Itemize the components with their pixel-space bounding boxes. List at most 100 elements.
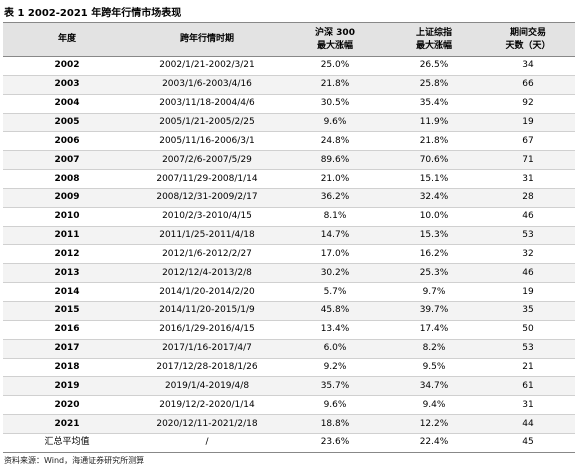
table-cell: 2014/11/20-2015/1/9 xyxy=(159,305,255,316)
table-cell: 31 xyxy=(522,399,534,410)
table-cell: 25.8% xyxy=(419,79,449,90)
table-cell: 46 xyxy=(522,267,534,278)
table-cell: 9.7% xyxy=(422,286,446,297)
table-cell: 2014/1/20-2014/2/20 xyxy=(159,286,255,297)
table-cell: 23.6% xyxy=(320,437,350,448)
table-row: 2010 2010/2/3-2010/4/15 8.1% 10.0% 46 xyxy=(3,208,575,227)
table-cell: 66 xyxy=(522,79,534,90)
table-cell: 35.7% xyxy=(320,380,350,391)
table-row: 2021 2020/12/11-2021/2/18 18.8% 12.2% 44 xyxy=(3,415,575,434)
table-cell: 50 xyxy=(522,324,534,335)
table-cell: 53 xyxy=(522,230,534,241)
header-text: 最大涨幅 xyxy=(415,40,452,51)
table-cell: 6.0% xyxy=(323,343,347,354)
table-cell: 2003 xyxy=(54,79,80,90)
table-cell: 67 xyxy=(522,135,534,146)
table-cell: 2007/11/29-2008/1/14 xyxy=(156,173,258,184)
table-cell: 2005 xyxy=(54,116,80,127)
table-cell: 53 xyxy=(522,343,534,354)
table-cell: 2002 xyxy=(54,60,80,71)
table-cell: 2017 xyxy=(54,343,80,354)
header-cell: 期间交易 天数（天） xyxy=(481,23,575,56)
table-cell: 34.7% xyxy=(419,380,449,391)
table-cell: 28 xyxy=(522,192,534,203)
table-row: 2011 2011/1/25-2011/4/18 14.7% 15.3% 53 xyxy=(3,226,575,246)
table-cell: 10.0% xyxy=(419,211,449,222)
table-cell: 30.5% xyxy=(320,98,350,109)
table-row: 2017 2017/1/16-2017/4/7 6.0% 8.2% 53 xyxy=(3,339,575,359)
table-cell: 12.2% xyxy=(419,418,449,429)
table-cell: 24.8% xyxy=(320,135,350,146)
table-cell: 70.6% xyxy=(419,154,449,165)
table-cell: 22.4% xyxy=(419,437,449,448)
table-cell: 2010 xyxy=(54,211,80,222)
table-cell: 9.6% xyxy=(323,399,347,410)
table-cell: 34 xyxy=(522,60,534,71)
table-cell: 汇总平均值 xyxy=(44,437,90,448)
table-cell: 15.1% xyxy=(419,173,449,184)
table-row: 2014 2014/1/20-2014/2/20 5.7% 9.7% 19 xyxy=(3,283,575,303)
header-text: 天数（天） xyxy=(505,40,551,51)
table-cell: 19 xyxy=(522,116,534,127)
table-cell: 19 xyxy=(522,286,534,297)
table-cell: 31 xyxy=(522,173,534,184)
table-cell: 2017/1/16-2017/4/7 xyxy=(162,343,252,354)
table-cell: 2017/12/28-2018/1/26 xyxy=(156,362,258,373)
table-cell: 2012/1/6-2012/2/27 xyxy=(162,248,252,259)
table-cell: / xyxy=(205,437,209,448)
table-cell: 9.6% xyxy=(323,116,347,127)
table-cell: 45.8% xyxy=(320,305,350,316)
table-cell: 25.3% xyxy=(419,267,449,278)
table-row: 2016 2016/1/29-2016/4/15 13.4% 17.4% 50 xyxy=(3,321,575,340)
table-cell: 2015 xyxy=(54,305,80,316)
header-text: 年度 xyxy=(57,34,76,44)
table-cell: 2016 xyxy=(54,324,80,335)
table-cell: 2009 xyxy=(54,192,80,203)
table-cell: 2012/12/4-2013/2/8 xyxy=(162,267,252,278)
table-cell: 89.6% xyxy=(320,154,350,165)
table-cell: 14.7% xyxy=(320,230,350,241)
table-cell: 2018 xyxy=(54,362,80,373)
table-cell: 2013 xyxy=(54,267,80,278)
table-cell: 61 xyxy=(522,380,534,391)
header-cell: 沪深 300 最大涨幅 xyxy=(283,23,387,56)
table-cell: 45 xyxy=(522,437,534,448)
table-cell: 2005/11/16-2006/3/1 xyxy=(159,135,255,146)
header-cell: 跨年行情时期 xyxy=(131,23,283,56)
table-cell: 2019 xyxy=(54,380,80,391)
table-cell: 35 xyxy=(522,305,534,316)
table-cell: 2011/1/25-2011/4/18 xyxy=(159,230,255,241)
table-cell: 21.8% xyxy=(320,79,350,90)
table-cell: 21.8% xyxy=(419,135,449,146)
table-row: 2003 2003/1/6-2003/4/16 21.8% 25.8% 66 xyxy=(3,75,575,95)
table-cell: 71 xyxy=(522,154,534,165)
table-cell: 16.2% xyxy=(419,248,449,259)
table-row: 2002 2002/1/21-2002/3/21 25.0% 26.5% 34 xyxy=(3,57,575,76)
table-cell: 2014 xyxy=(54,286,80,297)
table-cell: 5.7% xyxy=(323,286,347,297)
table-row: 2007 2007/2/6-2007/5/29 89.6% 70.6% 71 xyxy=(3,151,575,171)
table-cell: 25.0% xyxy=(320,60,350,71)
table-cell: 2006 xyxy=(54,135,80,146)
table-cell: 26.5% xyxy=(419,60,449,71)
table-row: 2009 2008/12/31-2009/2/17 36.2% 32.4% 28 xyxy=(3,188,575,208)
table-cell: 2010/2/3-2010/4/15 xyxy=(162,211,252,222)
table-cell: 2020 xyxy=(54,399,80,410)
header-cell: 年度 xyxy=(3,23,131,56)
table-cell: 15.3% xyxy=(419,230,449,241)
table-title: 表 1 2002-2021 年跨年行情市场表现 xyxy=(4,8,182,19)
table-row: 2015 2014/11/20-2015/1/9 45.8% 39.7% 35 xyxy=(3,302,575,321)
table-cell: 13.4% xyxy=(320,324,350,335)
table-cell: 2004 xyxy=(54,98,80,109)
table-row: 2018 2017/12/28-2018/1/26 9.2% 9.5% 21 xyxy=(3,359,575,378)
source-note: 资料来源：Wind，海通证券研究所测算 xyxy=(4,456,145,465)
table-cell: 2003/1/6-2003/4/16 xyxy=(162,79,252,90)
table-cell: 46 xyxy=(522,211,534,222)
table-row: 2019 2019/1/4-2019/4/8 35.7% 34.7% 61 xyxy=(3,377,575,397)
table-cell: 21.0% xyxy=(320,173,350,184)
table-cell: 44 xyxy=(522,418,534,429)
table-cell: 92 xyxy=(522,98,534,109)
table-cell: 9.2% xyxy=(323,362,347,373)
table-row: 2008 2007/11/29-2008/1/14 21.0% 15.1% 31 xyxy=(3,170,575,189)
table-cell: 2007/2/6-2007/5/29 xyxy=(162,154,252,165)
